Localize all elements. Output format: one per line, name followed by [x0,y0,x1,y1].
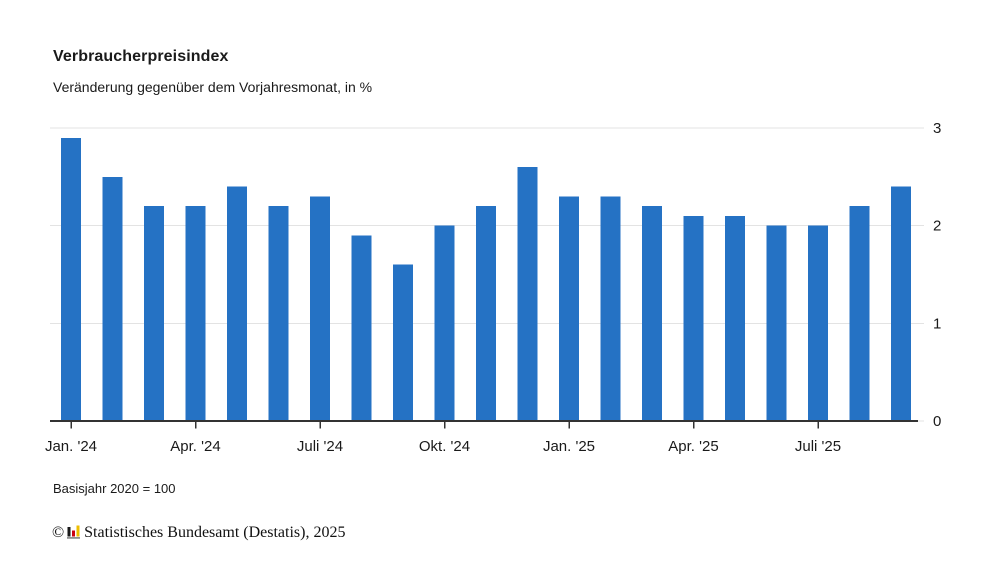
bar[interactable]: Juni '25: 2,0 % [766,225,787,421]
bar[interactable]: März '25: 2,2 % [642,206,662,421]
y-axis-label: 1 [933,315,941,332]
bar[interactable]: Sep. '25: 2,4 % [891,186,911,421]
logo-bar-black [67,527,71,537]
copyright-text: Statistisches Bundesamt (Destatis), 2025 [84,524,346,541]
bar[interactable]: Sep. '24: 1,6 % [393,264,413,421]
bar[interactable]: Apr. '25: 2,1 % [683,215,704,421]
bar[interactable]: Okt. '24: 2,0 % [434,225,455,421]
destatis-logo-icon [67,525,81,539]
chart-title: Verbraucherpreisindex [53,48,229,65]
bar[interactable]: Nov. '24: 2,2 % [476,206,496,421]
x-axis-label: Juli '25 [795,438,841,455]
bar[interactable]: Dez. '24: 2,6 % [517,167,538,421]
y-axis-label: 0 [933,413,941,430]
bar-chart: Jan. '24: 2,9 % Feb. '24: 2,5 % März '24: … [45,120,941,455]
base-year-note: Basisjahr 2020 = 100 [53,481,176,496]
bar[interactable]: Mai '25: 2,1 % [725,215,745,421]
bar[interactable]: Mai '24: 2,4 % [227,186,247,421]
bar[interactable]: Apr. '24: 2,2 % [185,206,206,421]
bar[interactable]: Feb. '24: 2,5 % [102,176,123,421]
bar[interactable]: Aug. '24: 1,9 % [351,235,372,421]
x-axis-label: Apr. '24 [170,438,220,455]
bar[interactable]: Feb. '25: 2,3 % [600,196,621,421]
y-axis-label: 3 [933,120,941,137]
logo-baseline [67,537,81,539]
logo-bar-gold [76,525,80,537]
bar[interactable]: Jan. '24: 2,9 % [61,137,81,421]
x-axis-label: Apr. '25 [668,438,718,455]
copyright-symbol: © [52,524,65,541]
chart-subtitle: Veränderung gegenüber dem Vorjahresmonat… [53,79,373,95]
bar[interactable]: Juli '24: 2,3 % [310,196,330,421]
bar[interactable]: Juli '25: 2,0 % [808,225,828,421]
x-axis-label: Jan. '25 [543,438,595,455]
y-axis-label: 2 [933,218,941,235]
bar[interactable]: März '24: 2,2 % [144,206,164,421]
copyright-line: © Statistisches Bundesamt (Destatis), 20… [52,523,345,542]
bar[interactable]: Aug. '25: 2,2 % [849,206,870,421]
logo-bar-red [72,530,76,537]
bar[interactable]: Jan. '25: 2,3 % [559,196,579,421]
bar[interactable]: Juni '24: 2,2 % [268,206,289,421]
x-axis-label: Okt. '24 [419,438,470,455]
x-axis-label: Jan. '24 [45,438,97,455]
x-axis-label: Juli '24 [297,438,343,455]
